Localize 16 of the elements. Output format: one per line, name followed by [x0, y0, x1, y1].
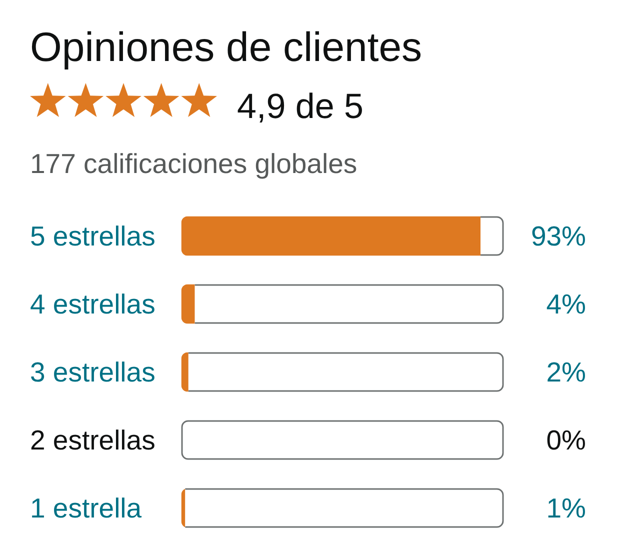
y-tick-label: 2 estrellas	[30, 424, 156, 456]
data-label: 1%	[546, 492, 586, 524]
y-tick-label: 5 estrellas	[30, 220, 156, 252]
data-label: 4%	[546, 288, 586, 320]
text: 4,9 de 5	[237, 87, 364, 126]
data-label: 93%	[530, 220, 586, 252]
y-tick-label: 3 estrellas	[30, 356, 156, 388]
bar	[181, 216, 481, 256]
chart-title: Opiniones de clientes	[30, 24, 422, 70]
bar	[181, 352, 188, 392]
y-tick-label: 1 estrella	[30, 492, 142, 524]
data-label: 2%	[546, 356, 586, 388]
bar	[181, 284, 195, 324]
y-tick-label: 4 estrellas	[30, 288, 156, 320]
chart-subtitle: 177 calificaciones globales	[30, 148, 358, 179]
data-label: 0%	[546, 424, 586, 456]
